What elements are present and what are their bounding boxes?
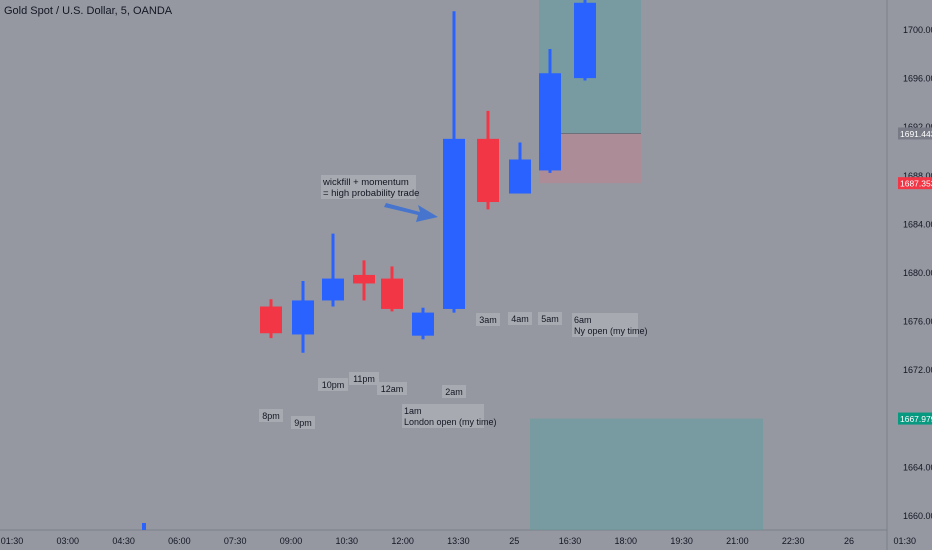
lower-zone[interactable] xyxy=(530,418,763,530)
time-tick-label: 26 xyxy=(844,536,854,546)
candle-labels: 8pm 9pm 10pm 11pm 12am 2am 3am 4am 5am 1amLondon … xyxy=(259,312,648,429)
candle-body[interactable] xyxy=(353,274,375,284)
time-tick-label: 18:00 xyxy=(615,536,638,546)
candle-label-bg xyxy=(349,372,379,385)
candle-label-bg xyxy=(377,382,407,395)
time-tick-label: 09:00 xyxy=(280,536,303,546)
time-tick-label: 03:00 xyxy=(57,536,80,546)
session-annotation-line: Ny open (my time) xyxy=(574,326,648,336)
candle-body[interactable] xyxy=(412,312,434,336)
candle-label-bg xyxy=(442,385,466,398)
price-tick-label: 1684.000 xyxy=(903,219,932,229)
candle-label: 10pm xyxy=(322,380,345,390)
price-tick-label: 1672.000 xyxy=(903,365,932,375)
price-tick-label: 1664.000 xyxy=(903,462,932,472)
time-tick-label: 01:30 xyxy=(1,536,24,546)
candle-body[interactable] xyxy=(574,2,596,79)
callout-text: wickfill + momentum xyxy=(322,177,409,188)
time-tick-label: 22:30 xyxy=(782,536,805,546)
candle-label-bg xyxy=(476,313,500,326)
candle-body[interactable] xyxy=(292,300,314,335)
price-tick-label: 1676.000 xyxy=(903,317,932,327)
candle-body[interactable] xyxy=(509,159,531,194)
time-tick-label: 07:30 xyxy=(224,536,247,546)
candle-label-bg xyxy=(538,312,562,325)
time-tick-label: 25 xyxy=(509,536,519,546)
candle-label: 11pm xyxy=(353,374,375,384)
session-annotation-line: London open (my time) xyxy=(404,417,497,427)
price-badge-label: 1691.443 xyxy=(900,129,932,139)
time-tick-label: 06:00 xyxy=(168,536,191,546)
price-badge xyxy=(898,412,932,425)
candle-label: 4am xyxy=(511,314,529,324)
time-tick-label: 21:00 xyxy=(726,536,749,546)
callout-text: = high probability trade xyxy=(323,188,419,199)
price-tick-label: 1660.000 xyxy=(903,511,932,521)
candle-label-bg xyxy=(291,416,315,429)
session-annotation-line: 1am xyxy=(404,406,422,416)
candle-label-bg xyxy=(318,378,348,391)
candle-label: 9pm xyxy=(294,418,312,428)
candle-body[interactable] xyxy=(260,306,282,334)
candle-body[interactable] xyxy=(381,278,403,309)
candles xyxy=(260,0,596,353)
time-tick-label: 19:30 xyxy=(670,536,693,546)
price-badge-label: 1687.353 xyxy=(900,179,932,189)
candle-label-bg xyxy=(508,312,532,325)
candle-label: 5am xyxy=(541,314,559,324)
time-tick-label: 12:00 xyxy=(391,536,414,546)
callout-arrow xyxy=(384,203,438,222)
time-axis[interactable]: 01:30 03:00 04:30 06:00 07:30 09:00 10:30 12:00… xyxy=(1,523,916,546)
price-tick-label: 1688.000 xyxy=(903,171,932,181)
candle-body[interactable] xyxy=(477,138,499,203)
price-tick-label: 1692.000 xyxy=(903,122,932,132)
time-marker xyxy=(142,523,146,530)
time-tick-label: 10:30 xyxy=(336,536,359,546)
price-tick-label: 1680.000 xyxy=(903,268,932,278)
chart-title: Gold Spot / U.S. Dollar, 5, OANDA xyxy=(4,5,173,17)
price-badge-label: 1667.979 xyxy=(900,414,932,424)
time-tick-label: 01:30 xyxy=(894,536,917,546)
price-badge xyxy=(898,177,932,190)
callout-bg[interactable] xyxy=(321,175,416,199)
candle-label: 12am xyxy=(381,384,404,394)
time-tick-label: 16:30 xyxy=(559,536,582,546)
candle-label: 8pm xyxy=(262,411,280,421)
candle-label: 2am xyxy=(445,387,463,397)
price-tick-label: 1696.000 xyxy=(903,74,932,84)
time-tick-label: 13:30 xyxy=(447,536,470,546)
time-tick-label: 04:30 xyxy=(112,536,135,546)
price-tick-label: 1700.000 xyxy=(903,25,932,35)
candle-body[interactable] xyxy=(443,138,465,309)
session-annotation-line: 6am xyxy=(574,315,592,325)
candle-body[interactable] xyxy=(322,278,344,301)
session-annotation-bg xyxy=(402,404,484,428)
callout-annotation: wickfill + momentum= high probability tr… xyxy=(321,175,438,222)
candle-label: 3am xyxy=(479,315,497,325)
candle-body[interactable] xyxy=(539,73,561,171)
price-badge xyxy=(898,127,932,140)
candle-label-bg xyxy=(259,409,283,422)
session-annotation-bg xyxy=(572,313,638,337)
